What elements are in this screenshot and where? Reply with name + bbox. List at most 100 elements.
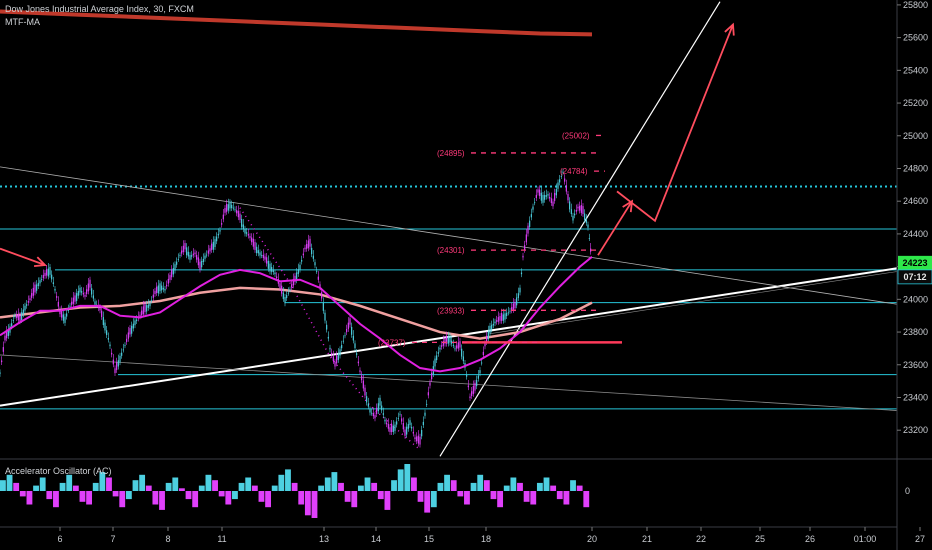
price-candle[interactable] [557, 182, 559, 189]
price-candle[interactable] [357, 361, 359, 364]
price-candle[interactable] [386, 422, 388, 425]
price-candle[interactable] [237, 210, 239, 218]
price-candle[interactable] [7, 329, 9, 336]
price-candle[interactable] [54, 288, 56, 291]
price-candle[interactable] [584, 213, 586, 220]
price-candle[interactable] [171, 269, 173, 278]
price-candle[interactable] [417, 435, 419, 444]
price-candle[interactable] [562, 171, 564, 173]
price-candle[interactable] [519, 287, 521, 293]
oscillator-bar[interactable] [417, 491, 424, 502]
price-candle[interactable] [242, 224, 244, 230]
price-candle[interactable] [6, 330, 8, 339]
oscillator-bar[interactable] [324, 477, 331, 492]
price-candle[interactable] [294, 275, 296, 283]
price-candle[interactable] [326, 324, 328, 330]
price-candle[interactable] [181, 250, 183, 254]
price-candle[interactable] [286, 294, 288, 299]
price-candle[interactable] [64, 316, 66, 323]
price-candle[interactable] [157, 285, 159, 294]
price-candle[interactable] [234, 209, 236, 211]
oscillator-bar[interactable] [583, 491, 590, 508]
price-candle[interactable] [472, 386, 474, 394]
price-candle[interactable] [24, 305, 26, 311]
price-candle[interactable] [446, 335, 448, 344]
price-candle[interactable] [389, 427, 391, 432]
price-candle[interactable] [462, 356, 464, 362]
price-candle[interactable] [322, 302, 324, 311]
price-candle[interactable] [299, 264, 301, 270]
price-candle[interactable] [427, 392, 429, 396]
price-candle[interactable] [176, 261, 178, 265]
price-candle[interactable] [292, 279, 294, 286]
price-candle[interactable] [341, 345, 343, 349]
price-candle[interactable] [362, 380, 364, 389]
price-candle[interactable] [474, 382, 476, 391]
oscillator-bar[interactable] [490, 491, 497, 500]
trend-line[interactable] [0, 354, 898, 411]
price-candle[interactable] [124, 345, 126, 346]
price-candle[interactable] [394, 424, 396, 431]
price-candle[interactable] [39, 280, 41, 284]
price-candle[interactable] [494, 321, 496, 324]
price-candle[interactable] [539, 189, 541, 196]
price-candle[interactable] [122, 349, 124, 351]
price-candle[interactable] [279, 283, 281, 289]
price-candle[interactable] [397, 418, 399, 419]
oscillator-bar[interactable] [397, 469, 404, 491]
price-candle[interactable] [496, 320, 498, 322]
price-candle[interactable] [482, 351, 484, 356]
oscillator-bar[interactable] [26, 491, 33, 505]
oscillator-bar[interactable] [464, 491, 470, 505]
price-candle[interactable] [477, 375, 479, 379]
price-candle[interactable] [372, 412, 374, 417]
price-candle[interactable] [469, 396, 471, 399]
price-candle[interactable] [461, 348, 463, 357]
price-candle[interactable] [354, 343, 356, 349]
oscillator-bar[interactable] [192, 491, 199, 508]
price-candle[interactable] [379, 397, 381, 406]
price-candle[interactable] [87, 283, 89, 292]
oscillator-bar[interactable] [119, 491, 126, 508]
price-candle[interactable] [309, 238, 311, 247]
price-candle[interactable] [585, 219, 587, 223]
price-candle[interactable] [152, 294, 154, 298]
price-candle[interactable] [179, 255, 181, 256]
price-candle[interactable] [564, 178, 566, 182]
price-candle[interactable] [284, 296, 286, 304]
oscillator-bar[interactable] [430, 491, 437, 508]
price-candle[interactable] [29, 298, 31, 300]
price-candle[interactable] [481, 362, 483, 364]
oscillator-bar[interactable] [159, 491, 165, 510]
oscillator-bar[interactable] [497, 491, 504, 508]
oscillator-bar[interactable] [457, 491, 464, 497]
price-candle[interactable] [219, 230, 221, 232]
price-candle[interactable] [570, 209, 572, 214]
price-candle[interactable] [429, 382, 431, 386]
price-candle[interactable] [61, 309, 63, 318]
oscillator-bar[interactable] [212, 480, 218, 491]
price-candle[interactable] [142, 306, 144, 315]
price-candle[interactable] [366, 396, 368, 403]
price-candle[interactable] [492, 323, 494, 326]
price-candle[interactable] [189, 255, 191, 260]
price-candle[interactable] [387, 423, 389, 429]
price-candle[interactable] [59, 309, 61, 315]
price-candle[interactable] [342, 340, 344, 342]
price-candle[interactable] [156, 286, 158, 293]
price-candle[interactable] [391, 424, 393, 433]
oscillator-bar[interactable] [357, 485, 364, 491]
price-candle[interactable] [214, 239, 216, 247]
price-candle[interactable] [211, 243, 213, 250]
price-candle[interactable] [574, 213, 576, 216]
price-candle[interactable] [351, 326, 353, 335]
price-candle[interactable] [567, 193, 569, 201]
price-candle[interactable] [311, 247, 313, 255]
price-candle[interactable] [582, 206, 584, 214]
price-candle[interactable] [384, 419, 386, 422]
price-candle[interactable] [204, 255, 206, 259]
price-candle[interactable] [146, 305, 148, 312]
price-candle[interactable] [241, 218, 243, 227]
oscillator-bar[interactable] [570, 480, 576, 491]
price-candle[interactable] [207, 250, 209, 254]
